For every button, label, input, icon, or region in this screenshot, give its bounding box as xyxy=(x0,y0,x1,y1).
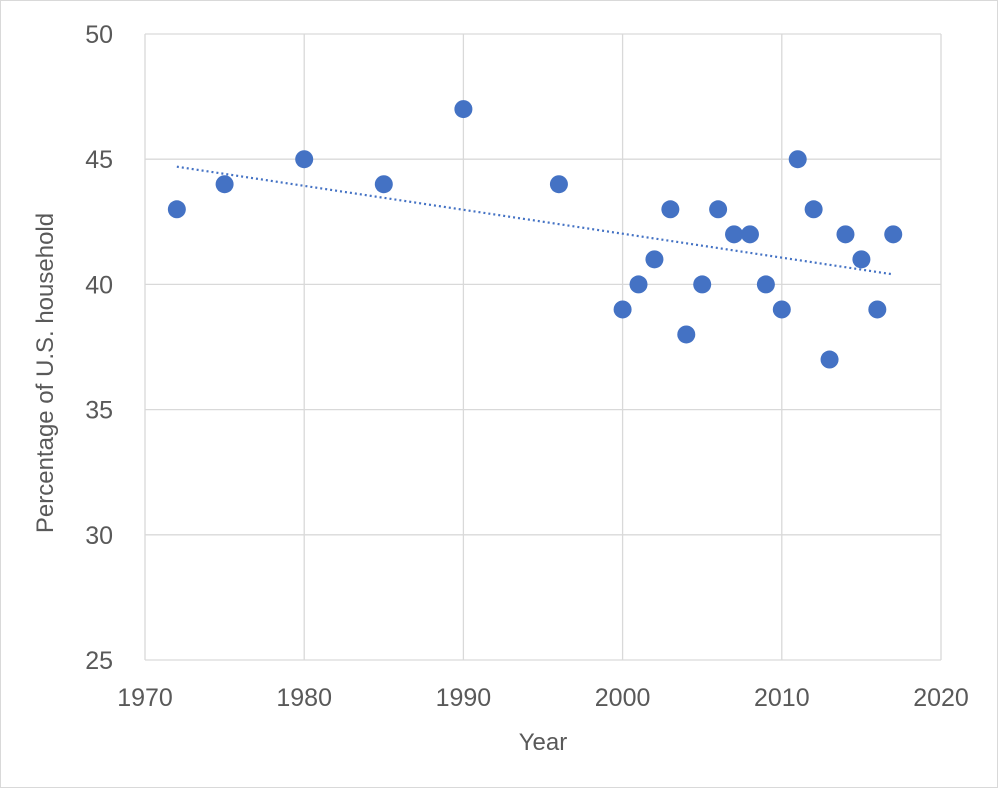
y-tick-label: 30 xyxy=(85,522,113,550)
data-point xyxy=(374,175,393,194)
data-point xyxy=(725,225,744,244)
data-point xyxy=(852,250,871,269)
y-tick-label: 45 xyxy=(85,146,113,174)
data-point xyxy=(549,175,568,194)
x-tick-label: 1990 xyxy=(436,684,492,712)
data-point xyxy=(868,300,887,319)
data-point xyxy=(661,200,680,219)
data-point xyxy=(740,225,759,244)
x-tick-label: 1980 xyxy=(276,684,332,712)
x-tick-label: 2020 xyxy=(913,684,969,712)
data-point xyxy=(693,275,712,294)
trendline xyxy=(176,165,894,276)
x-tick-label: 2000 xyxy=(595,684,651,712)
y-tick-label: 25 xyxy=(85,647,113,675)
data-point xyxy=(167,200,186,219)
data-point xyxy=(295,150,314,169)
y-tick-label: 35 xyxy=(85,397,113,425)
x-tick-label: 2010 xyxy=(754,684,810,712)
data-point xyxy=(629,275,648,294)
y-axis-ticks: 25 30 35 40 45 50 xyxy=(85,21,113,675)
data-point xyxy=(788,150,807,169)
data-points xyxy=(167,100,903,369)
data-point xyxy=(772,300,791,319)
x-tick-label: 1970 xyxy=(117,684,173,712)
data-point xyxy=(709,200,728,219)
gridlines xyxy=(144,33,942,661)
data-point xyxy=(820,350,839,369)
data-point xyxy=(884,225,903,244)
data-point xyxy=(836,225,855,244)
x-axis-ticks: 1970 1980 1990 2000 2010 2020 xyxy=(117,684,969,712)
y-tick-label: 50 xyxy=(85,21,113,49)
data-point xyxy=(804,200,823,219)
data-point xyxy=(756,275,775,294)
data-point xyxy=(215,175,234,194)
x-axis-title: Year xyxy=(519,729,568,756)
trendline-layer xyxy=(176,165,894,276)
y-axis-title: Percentage of U.S. household xyxy=(32,213,59,533)
data-point xyxy=(645,250,664,269)
data-point xyxy=(613,300,632,319)
y-tick-label: 40 xyxy=(85,271,113,299)
data-point xyxy=(454,100,473,119)
data-point xyxy=(677,325,696,344)
